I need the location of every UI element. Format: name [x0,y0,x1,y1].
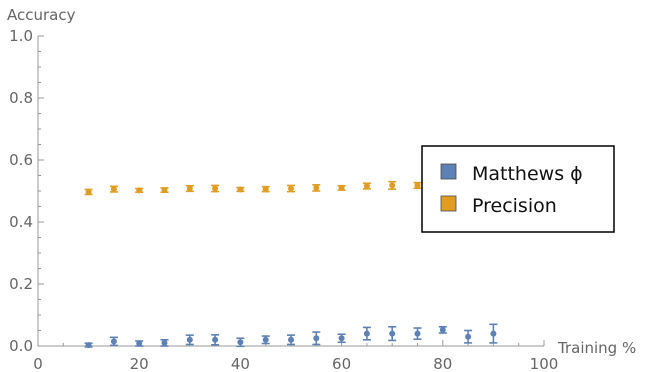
legend: Matthews ϕ Precision [421,145,615,233]
data-point [439,326,446,333]
data-point [161,339,168,346]
data-point [414,330,421,337]
x-tick-label: 80 [433,355,452,372]
data-point [414,182,421,189]
data-point [313,184,320,191]
data-point [389,330,396,337]
data-point [288,336,294,343]
data-point [110,338,117,345]
y-tick-label: 0.8 [9,89,33,107]
data-point [262,186,269,193]
series-matthews [84,323,498,349]
x-tick-label: 20 [130,355,149,372]
data-point [490,330,497,337]
data-point [136,187,143,194]
y-axis-label: Accuracy [7,6,76,24]
data-point [85,342,92,349]
data-point [288,185,294,192]
legend-box [421,145,615,233]
legend-label-precision: Precision [472,195,557,217]
x-tick-label: 0 [33,355,43,372]
y-tick-label: 0.0 [9,337,33,355]
data-point [338,184,345,191]
data-point [262,336,269,343]
y-tick-label: 1.0 [9,27,33,45]
data-point [465,333,472,340]
legend-label-matthews: Matthews ϕ [472,163,583,185]
x-tick-label: 40 [231,355,250,372]
axes: 0 20 40 60 80 100 0.0 0.2 0.4 0.6 0.8 1.0 Training… [7,6,636,372]
data-point [85,188,92,195]
legend-swatch-precision [440,195,457,212]
y-tick-label: 0.6 [9,151,33,169]
data-point [186,336,193,343]
x-axis-label: Training % [557,339,636,357]
x-tick-label: 100 [530,355,559,372]
data-point [136,340,143,347]
data-point [110,186,117,193]
y-ticks: 0.0 0.2 0.4 0.6 0.8 1.0 [9,27,44,355]
data-point [237,186,244,193]
data-point [237,339,244,346]
data-point [363,183,370,190]
y-tick-label: 0.4 [9,213,33,231]
data-point [186,185,193,192]
data-point [161,187,168,194]
data-point [389,182,396,189]
y-tick-label: 0.2 [9,275,33,293]
data-point [212,336,219,343]
data-point [212,185,219,192]
data-point [313,335,320,342]
data-point [363,330,370,337]
x-tick-label: 60 [332,355,351,372]
legend-swatch-matthews [440,163,457,180]
data-point [338,335,345,342]
